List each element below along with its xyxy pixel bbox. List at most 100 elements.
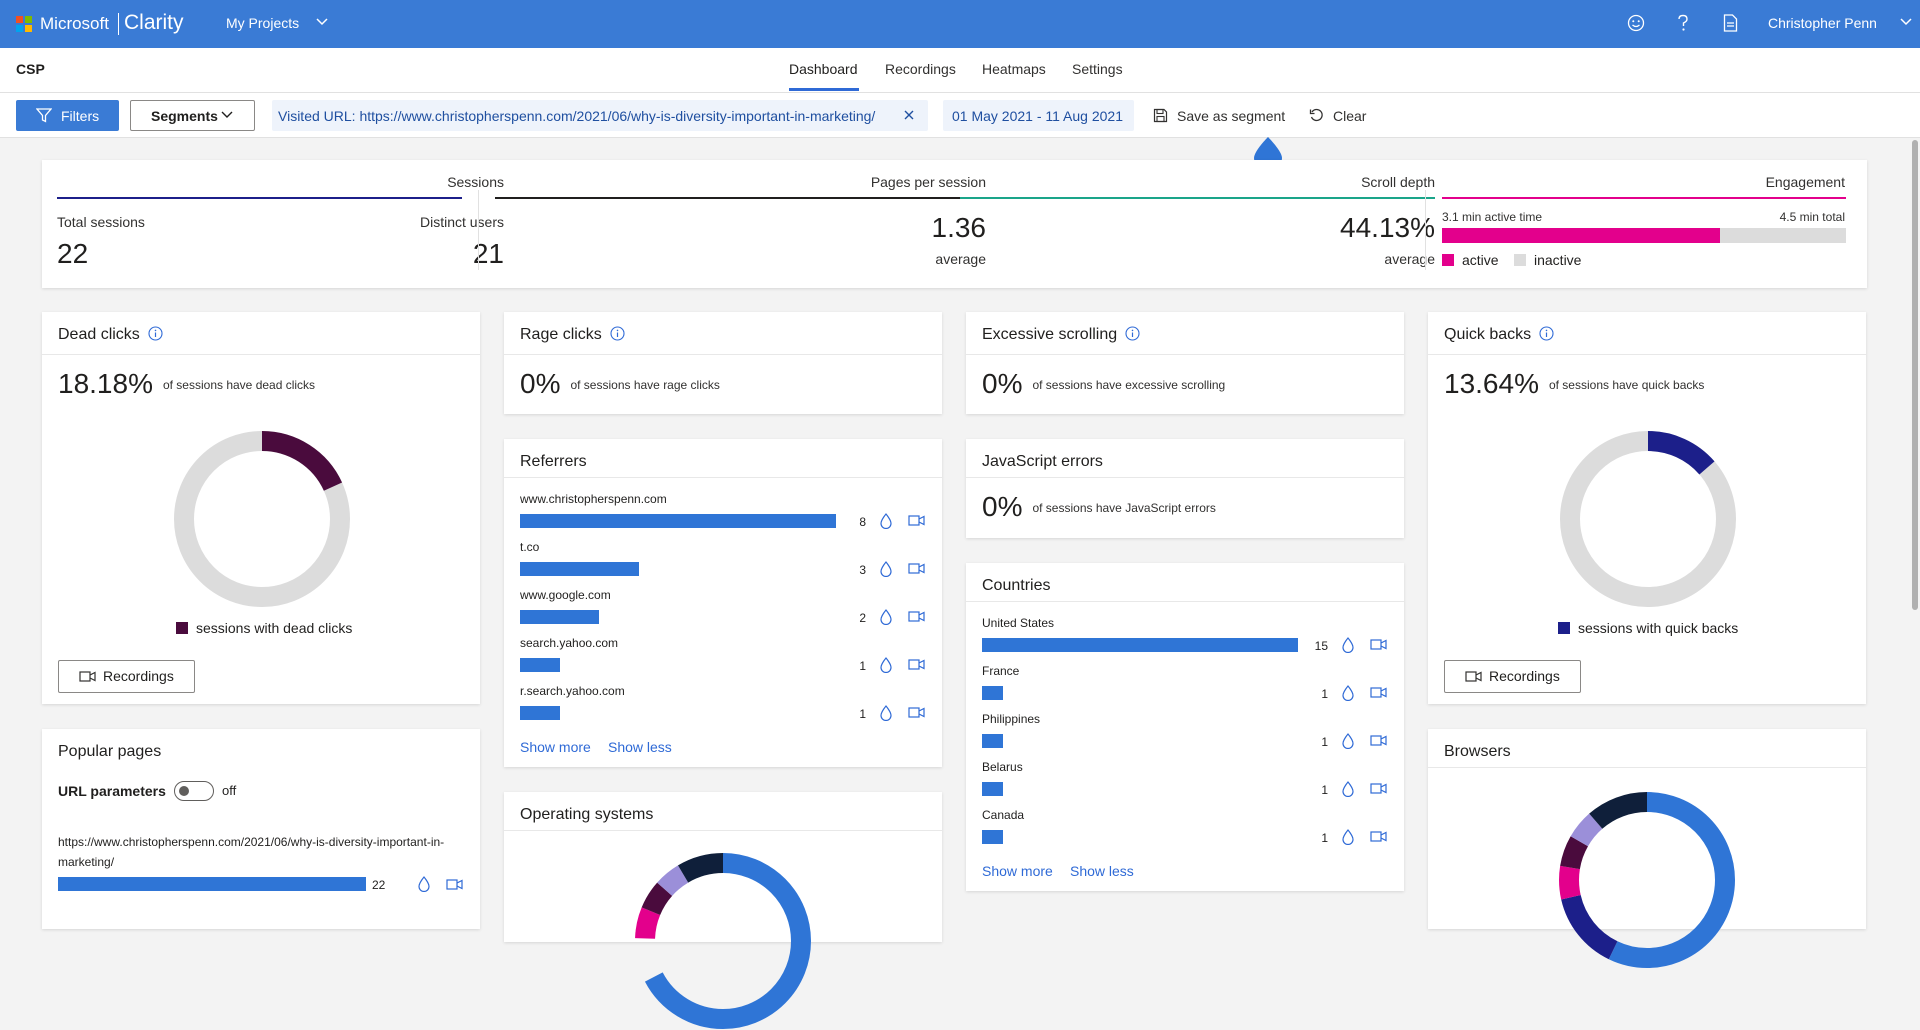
recording-icon[interactable] (908, 659, 925, 670)
heatmap-icon[interactable] (1342, 829, 1354, 845)
smiley-feedback-icon[interactable] (1627, 14, 1645, 32)
recording-icon[interactable] (1370, 783, 1387, 794)
recording-icon[interactable] (908, 563, 925, 574)
visited-url-filter-text: Visited URL: https://www.christopherspen… (278, 108, 876, 124)
tab-dashboard[interactable]: Dashboard (789, 61, 858, 77)
dead-clicks-legend: sessions with dead clicks (176, 620, 352, 636)
filters-label: Filters (61, 108, 100, 124)
recording-icon[interactable] (908, 707, 925, 718)
filter-funnel-icon (36, 108, 52, 123)
filter-row: Filters Segments Visited URL: https://ww… (0, 93, 1920, 138)
countries-show-less[interactable]: Show less (1070, 863, 1134, 879)
referrer-name: www.google.com (520, 588, 611, 602)
recording-icon[interactable] (446, 879, 463, 890)
clear-filters-label: Clear (1333, 108, 1367, 124)
dead-clicks-title: Dead clicks (58, 326, 163, 344)
referrer-bar (520, 706, 560, 720)
recording-icon[interactable] (1370, 735, 1387, 746)
scroll-depth-sub: average (1384, 251, 1435, 267)
summary-divider (1425, 190, 1426, 270)
close-icon[interactable] (904, 110, 914, 120)
quick-backs-title: Quick backs (1444, 326, 1554, 344)
excessive-scrolling-title-text: Excessive scrolling (982, 326, 1118, 343)
heatmap-icon[interactable] (880, 513, 892, 529)
pages-per-session-title: Pages per session (870, 174, 986, 190)
tab-heatmaps[interactable]: Heatmaps (982, 61, 1046, 77)
referrer-name: t.co (520, 540, 540, 554)
info-icon[interactable] (148, 326, 163, 341)
heatmap-icon[interactable] (880, 609, 892, 625)
chevron-down-icon (316, 18, 328, 26)
tab-settings[interactable]: Settings (1072, 61, 1123, 77)
heatmap-icon[interactable] (1342, 781, 1354, 797)
filters-button[interactable]: Filters (16, 100, 119, 131)
javascript-errors-desc: of sessions have JavaScript errors (1032, 501, 1216, 515)
card-divider (966, 477, 1404, 478)
info-icon[interactable] (1125, 326, 1140, 341)
chevron-down-icon (1900, 18, 1912, 26)
top-bar: Microsoft Clarity My Projects Christophe… (0, 0, 1920, 48)
help-question-icon[interactable] (1676, 14, 1690, 32)
scroll-depth-value: 44.13% (1340, 212, 1435, 243)
document-icon[interactable] (1723, 14, 1738, 32)
card-divider (504, 830, 942, 831)
save-as-segment-label: Save as segment (1177, 108, 1286, 124)
heatmap-icon[interactable] (880, 705, 892, 721)
distinct-users-label: Distinct users (419, 214, 504, 230)
referrers-show-less[interactable]: Show less (608, 739, 672, 755)
total-sessions-label: Total sessions (57, 214, 145, 230)
quick-backs-desc: of sessions have quick backs (1548, 378, 1705, 392)
scroll-depth-title: Scroll depth (1361, 174, 1435, 190)
country-count: 1 (1321, 735, 1328, 749)
url-parameters-toggle[interactable] (174, 781, 214, 801)
popular-page-count: 22 (372, 878, 386, 892)
referrers-show-more[interactable]: Show more (520, 739, 591, 755)
engagement-active-fill (1442, 228, 1721, 243)
page-scrollbar[interactable] (1912, 140, 1918, 610)
info-icon[interactable] (610, 326, 625, 341)
visited-url-filter-chip[interactable]: Visited URL: https://www.christopherspen… (272, 100, 928, 131)
user-menu[interactable]: Christopher Penn (1768, 15, 1912, 31)
recording-icon[interactable] (1370, 687, 1387, 698)
country-count: 15 (1314, 639, 1328, 653)
dead-clicks-recordings-button[interactable]: Recordings (58, 660, 195, 693)
card-divider (504, 354, 942, 355)
recording-icon[interactable] (1370, 831, 1387, 842)
project-name: CSP (16, 61, 45, 77)
countries-show-more[interactable]: Show more (982, 863, 1053, 879)
heatmap-icon[interactable] (1342, 637, 1354, 653)
recording-icon[interactable] (908, 611, 925, 622)
referrer-count: 1 (859, 659, 866, 673)
country-name: United States (982, 616, 1055, 630)
heatmap-icon[interactable] (880, 657, 892, 673)
dead-clicks-arc (174, 431, 350, 607)
heatmap-icon[interactable] (418, 876, 430, 892)
referrer-bar (520, 658, 560, 672)
engagement-accent-line (1442, 197, 1846, 199)
heatmap-icon[interactable] (1342, 733, 1354, 749)
recording-icon[interactable] (908, 515, 925, 526)
popular-pages-card: Popular pages URL parameters off https:/… (42, 729, 480, 929)
country-count: 1 (1321, 687, 1328, 701)
tab-recordings[interactable]: Recordings (885, 61, 956, 77)
video-camera-icon (1465, 671, 1482, 682)
legend-inactive-label: inactive (1534, 252, 1582, 268)
rage-clicks-value: 0% (520, 368, 561, 399)
excessive-scrolling-title: Excessive scrolling (982, 326, 1140, 344)
heatmap-icon[interactable] (1342, 685, 1354, 701)
heatmap-icon[interactable] (880, 561, 892, 577)
sessions-title: Sessions (447, 174, 504, 190)
quick-backs-title-text: Quick backs (1444, 326, 1532, 343)
brand-clarity[interactable]: Clarity (124, 11, 184, 34)
quick-backs-recordings-button[interactable]: Recordings (1444, 660, 1581, 693)
toggle-knob (179, 786, 189, 796)
my-projects-dropdown[interactable]: My Projects (226, 15, 328, 31)
my-projects-label: My Projects (226, 15, 300, 31)
referrer-count: 3 (859, 563, 866, 577)
date-range-chip[interactable]: 01 May 2021 - 11 Aug 2021 (943, 100, 1134, 131)
dead-clicks-value: 18.18% (58, 368, 153, 399)
info-icon[interactable] (1539, 326, 1554, 341)
segments-dropdown[interactable]: Segments (130, 100, 255, 131)
recording-icon[interactable] (1370, 639, 1387, 650)
total-time-label: 4.5 min total (1779, 210, 1845, 224)
